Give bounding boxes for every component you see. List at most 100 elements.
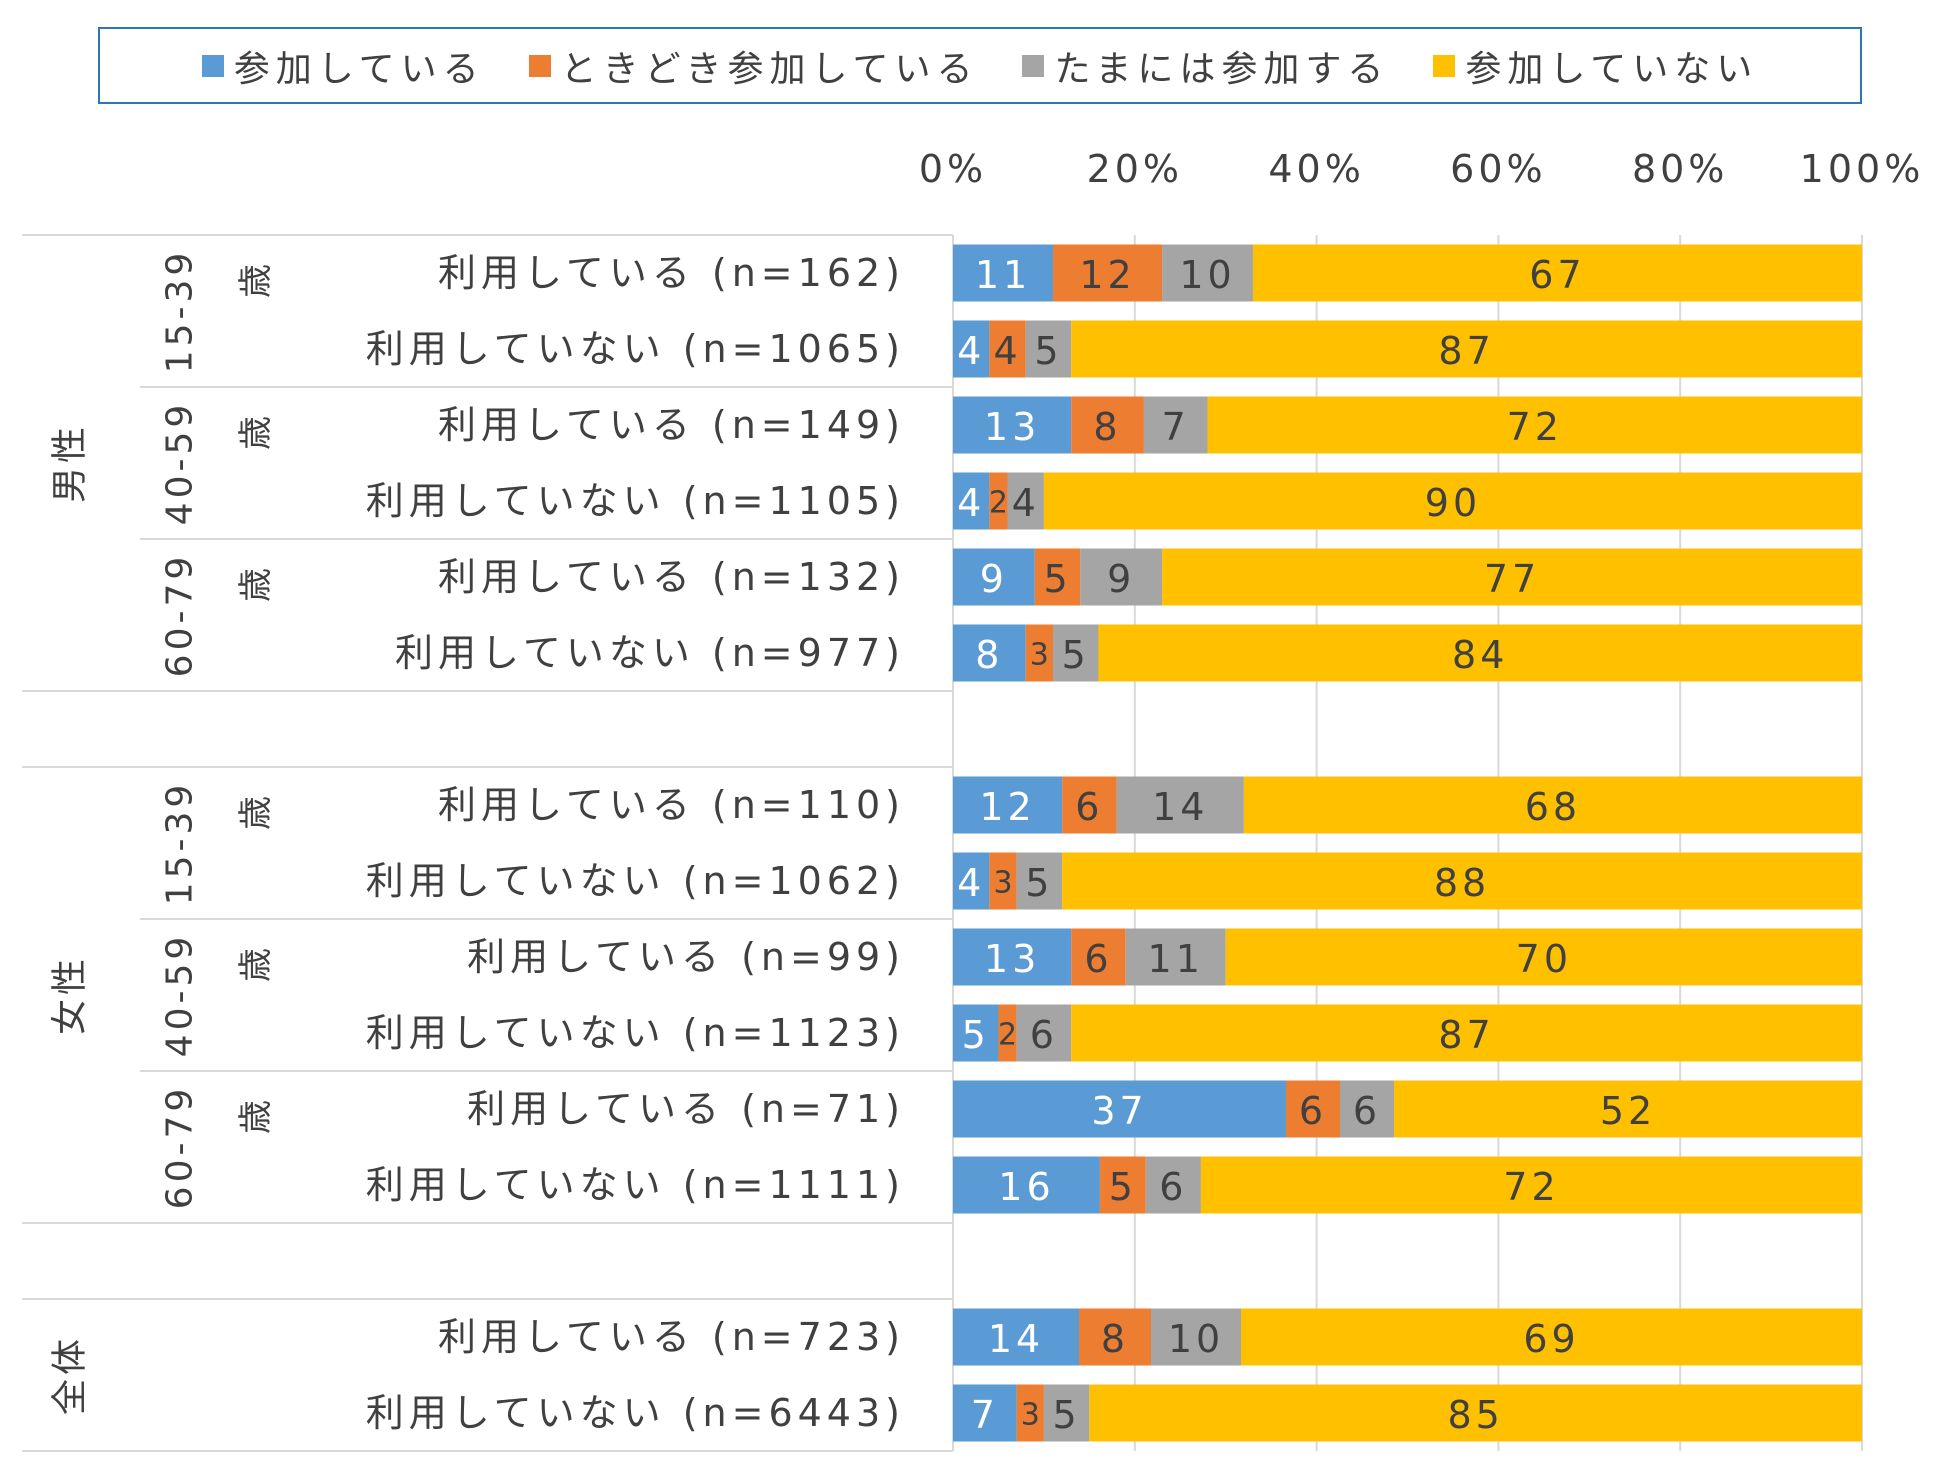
bar-segment <box>953 320 990 378</box>
bar-segment <box>953 928 1072 986</box>
bar-segment <box>998 1004 1017 1062</box>
row-label: 利用していない (n=6443) <box>366 1391 905 1435</box>
data-label: 11 <box>1148 937 1204 981</box>
data-label: 11 <box>975 253 1031 297</box>
data-label: 72 <box>1503 1165 1559 1209</box>
bar-segment <box>1025 624 1053 682</box>
data-label: 87 <box>1438 329 1494 373</box>
x-tick-label: 40% <box>1268 147 1364 191</box>
bar-segment <box>953 1308 1079 1366</box>
data-label: 13 <box>984 937 1040 981</box>
data-label: 9 <box>980 557 1008 601</box>
data-label: 69 <box>1523 1317 1579 1361</box>
bar-segment <box>1071 928 1126 986</box>
data-label: 37 <box>1091 1089 1147 1133</box>
bar-segment <box>953 1004 999 1062</box>
bar-segment <box>1143 396 1208 454</box>
bar-segment <box>1007 472 1044 530</box>
data-label: 14 <box>988 1317 1044 1361</box>
data-label: 5 <box>1109 1165 1137 1209</box>
data-label: 67 <box>1529 253 1585 297</box>
bar-segment <box>1286 1080 1340 1138</box>
bar-segment <box>1207 396 1862 454</box>
x-tick-label: 20% <box>1087 147 1183 191</box>
bar-segment <box>989 320 1026 378</box>
bar-segment <box>1071 320 1862 378</box>
legend-swatch <box>1022 54 1045 77</box>
bar-segment <box>989 852 1017 910</box>
bar-segment <box>953 1080 1286 1138</box>
bar-segment <box>1243 776 1862 834</box>
bar-segment <box>1162 244 1253 302</box>
bar-segment <box>1062 852 1862 910</box>
data-label: 8 <box>975 633 1003 677</box>
bar-segment <box>1025 320 1072 378</box>
bar-segment <box>953 1384 1017 1442</box>
bar-segment <box>1099 1156 1146 1214</box>
data-label: 85 <box>1447 1393 1503 1437</box>
age-unit-label: 歳 <box>236 264 276 298</box>
age-label: 60-79 <box>160 553 201 678</box>
age-label: 60-79 <box>160 1085 201 1210</box>
bar-segment <box>1225 928 1862 986</box>
age-label: 15-39 <box>160 249 201 374</box>
data-label: 14 <box>1152 785 1208 829</box>
data-label: 5 <box>1025 861 1053 905</box>
bar-segment <box>1200 1156 1862 1214</box>
bar-segment <box>1043 1384 1090 1442</box>
data-label: 10 <box>1179 253 1235 297</box>
row-label: 利用している (n=71) <box>467 1087 905 1131</box>
bar-segment <box>953 244 1053 302</box>
bar-segment <box>953 548 1035 606</box>
row-label: 利用している (n=110) <box>438 783 905 827</box>
bar-segment <box>953 1156 1100 1214</box>
bar-segment <box>953 852 990 910</box>
data-label: 10 <box>1168 1317 1224 1361</box>
age-unit-label: 歳 <box>236 568 276 602</box>
row-label: 利用していない (n=1062) <box>366 859 905 903</box>
bar-segment <box>1043 472 1862 530</box>
data-label: 5 <box>962 1013 990 1057</box>
row-label: 利用している (n=162) <box>438 251 905 295</box>
row-label: 利用していない (n=1105) <box>366 479 905 523</box>
data-label: 5 <box>1062 633 1090 677</box>
bar-segment <box>1016 852 1063 910</box>
legend-item-participating: 参加している <box>201 40 485 92</box>
data-label: 12 <box>979 785 1035 829</box>
data-label: 4 <box>993 329 1021 373</box>
data-label: 7 <box>1162 405 1190 449</box>
row-label: 利用している (n=149) <box>438 403 905 447</box>
row-label: 利用している (n=99) <box>467 935 905 979</box>
data-label: 6 <box>1030 1013 1058 1057</box>
data-label: 7 <box>971 1393 999 1437</box>
legend-swatch <box>528 54 551 77</box>
legend-label: 参加している <box>233 48 485 90</box>
legend-swatch <box>201 54 224 77</box>
data-label: 5 <box>1034 329 1062 373</box>
data-label: 70 <box>1516 937 1572 981</box>
bar-segment <box>1151 1308 1241 1366</box>
legend-item-sometimes: ときどき参加している <box>528 40 979 92</box>
bar-segment <box>1340 1080 1394 1138</box>
data-label: 68 <box>1525 785 1581 829</box>
bar-segment <box>1062 776 1117 834</box>
bar-segment <box>1080 548 1163 606</box>
bar-segment <box>1098 624 1862 682</box>
legend-item-not-participating: 参加していない <box>1433 40 1758 92</box>
bar-segment <box>953 776 1063 834</box>
data-label: 9 <box>1107 557 1135 601</box>
bar-segment <box>989 472 1008 530</box>
gender-label: 女性 <box>50 955 91 1035</box>
row-label: 利用していない (n=1111) <box>366 1163 905 1207</box>
data-label: 8 <box>1093 405 1121 449</box>
gender-label: 男性 <box>50 423 91 503</box>
data-label: 4 <box>957 329 985 373</box>
age-unit-label: 歳 <box>236 796 276 830</box>
row-label: 利用している (n=723) <box>438 1315 905 1359</box>
data-label: 4 <box>957 481 985 525</box>
chart-legend: 参加している ときどき参加している たまには参加する 参加していない <box>98 27 1862 104</box>
bar-segment <box>1145 1156 1201 1214</box>
bar-segment <box>953 472 990 530</box>
bar-segment <box>1052 244 1163 302</box>
